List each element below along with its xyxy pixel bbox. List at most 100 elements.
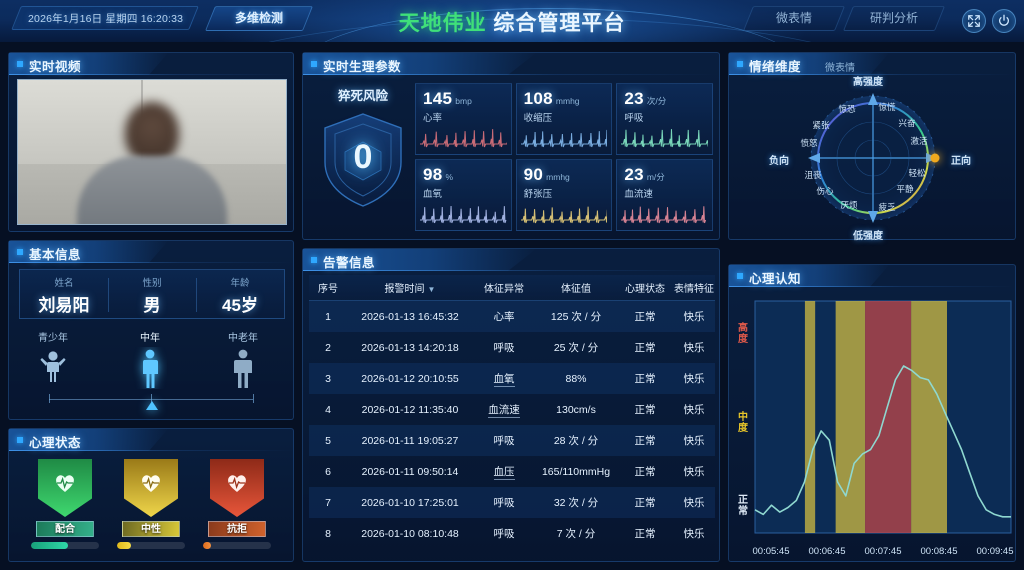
panel-title-emotion: 情绪维度 微表情 [729, 53, 1015, 75]
risk-label: 猝死风险 [337, 89, 388, 103]
vital-label: 呼吸 [624, 113, 644, 124]
fullscreen-icon[interactable] [962, 9, 986, 33]
cell-state: 正常 [634, 466, 656, 478]
sort-arrow-icon: ▼ [427, 285, 436, 294]
panel-subtitle-emotion: 微表情 [825, 63, 855, 74]
vital-card-systolic[interactable]: 108 mmhg 收缩压 [515, 83, 613, 155]
cell-sign: 血流速 [488, 404, 520, 418]
badge-neutral [124, 459, 178, 517]
vital-value: 145 [423, 89, 453, 108]
age-stage-youth[interactable]: 青少年 [13, 329, 93, 385]
col-header-no[interactable]: 序号 [318, 284, 338, 295]
subject-info-card: 姓名 刘易阳 性别 男 年龄 45岁 [19, 269, 285, 319]
cognition-plot [754, 300, 1012, 534]
cell-time: 2026-01-12 20:10:55 [361, 372, 459, 385]
cell-sign: 血氧 [493, 373, 515, 387]
age-marker [146, 401, 158, 410]
vital-unit: bmp [455, 96, 472, 106]
subject-body [77, 156, 227, 224]
field-gender: 性别 男 [108, 270, 196, 318]
table-row[interactable]: 1 2026-01-13 16:45:32 心率 125 次 / 分 正常 快乐 [309, 301, 715, 332]
power-icon[interactable] [992, 9, 1016, 33]
panel-title-alarm-info: 告警信息 [303, 249, 719, 271]
emotion-axis-top: 高强度 [853, 77, 883, 88]
cell-state: 正常 [634, 497, 656, 509]
table-row[interactable]: 4 2026-01-12 11:35:40 血流速 130cm/s 正常 快乐 [309, 394, 715, 425]
field-gender-label: 性别 [142, 278, 162, 289]
panel-title-cognition: 心理认知 [729, 265, 1015, 287]
emotion-axis-bottom: 低强度 [853, 231, 883, 242]
vital-waveform [621, 126, 708, 150]
cell-sign: 呼吸 [493, 342, 515, 354]
shield-icon: 0 [321, 112, 405, 208]
age-stage-senior-label: 中老年 [228, 333, 258, 344]
cognition-y-tick: 中 度 [738, 411, 748, 434]
cell-no: 7 [325, 496, 331, 509]
vital-label: 心率 [423, 113, 443, 124]
cell-sign: 呼吸 [493, 497, 515, 509]
emotion-word: 轻松 [908, 168, 926, 178]
vital-card-spo2[interactable]: 98% 血氧 [415, 159, 512, 231]
age-stage-senior[interactable]: 中老年 [203, 329, 283, 389]
vital-unit: % [445, 172, 454, 182]
vital-card-blood-flow[interactable]: 23 m/分 血流速 [616, 159, 713, 231]
cell-no: 3 [325, 372, 331, 385]
emotion-word: 厌烦 [840, 200, 858, 210]
table-row[interactable]: 2 2026-01-13 14:20:18 呼吸 25 次 / 分 正常 快乐 [309, 332, 715, 363]
cell-state: 正常 [634, 342, 656, 354]
psych-item-resistant[interactable]: 抗拒 [195, 459, 279, 549]
label-cooperative: 配合 [36, 521, 94, 537]
cognition-x-tick: 00:07:45 [864, 546, 902, 557]
vital-card-diastolic[interactable]: 90 mmhg 舒张压 [515, 159, 613, 231]
panel-bullet-icon [17, 61, 23, 67]
col-header-value[interactable]: 体征值 [561, 284, 591, 295]
app-title: 天地伟业 综合管理平台 [0, 7, 1024, 37]
panel-live-video: 实时视频 [8, 52, 294, 232]
cell-emotion: 快乐 [683, 435, 705, 447]
bar-resistant [203, 542, 271, 549]
vital-value: 23 [624, 165, 644, 184]
label-resistant: 抗拒 [208, 521, 266, 537]
panel-bullet-icon [311, 61, 317, 67]
sudden-death-risk: 猝死风险 0 [317, 85, 409, 208]
cognition-chart[interactable]: 高 度中 度正 常 00:05:45 00:06:45 00:07:45 00:08:… [729, 289, 1017, 563]
emotion-wheel[interactable]: 高强度 低强度 负向 正向 惊恐 惊慌 紧张 兴奋 愤怒 激活 沮丧 轻松 伤心 平静 厌烦 疲乏 [729, 75, 1017, 242]
col-header-sign[interactable]: 体征异常 [484, 284, 524, 295]
age-stage-youth-label: 青少年 [38, 333, 68, 344]
video-feed[interactable] [17, 79, 287, 225]
cell-sign: 呼吸 [493, 435, 515, 447]
vital-card-respiration[interactable]: 23 次/分 呼吸 [616, 83, 713, 155]
cognition-x-tick: 00:05:45 [752, 546, 790, 557]
cognition-y-tick: 正 常 [738, 495, 748, 518]
cell-no: 8 [325, 527, 331, 540]
emotion-word: 兴奋 [898, 118, 916, 128]
field-name-label: 姓名 [54, 278, 74, 289]
panel-psych-cognition: 心理认知 高 度中 度正 常 00:05:45 00:06:45 00:07:45 0… [728, 264, 1016, 562]
vital-card-heart-rate[interactable]: 145 bmp 心率 [415, 83, 512, 155]
table-header-row: 序号 报警时间 ▼ 体征异常 体征值 心理状态 表情特征 [309, 275, 715, 301]
table-row[interactable]: 8 2026-01-10 08:10:48 呼吸 7 次 / 分 正常 快乐 [309, 518, 715, 549]
table-row[interactable]: 3 2026-01-12 20:10:55 血氧 88% 正常 快乐 [309, 363, 715, 394]
table-row[interactable]: 7 2026-01-10 17:25:01 呼吸 32 次 / 分 正常 快乐 [309, 487, 715, 518]
cell-time: 2026-01-13 14:20:18 [361, 341, 459, 354]
emotion-axis-left: 负向 [769, 156, 789, 167]
field-age: 年龄 45岁 [196, 270, 284, 318]
age-stage-middle[interactable]: 中年 [110, 329, 190, 389]
vital-waveform [420, 126, 507, 150]
badge-resistant [210, 459, 264, 517]
heartbeat-icon [56, 475, 74, 492]
cell-emotion: 快乐 [683, 404, 705, 416]
vital-unit: m/分 [646, 172, 665, 182]
col-header-time[interactable]: 报警时间 ▼ [384, 284, 436, 295]
cell-time: 2026-01-10 08:10:48 [361, 527, 459, 540]
table-row[interactable]: 5 2026-01-11 19:05:27 呼吸 28 次 / 分 正常 快乐 [309, 425, 715, 456]
psych-item-neutral[interactable]: 中性 [109, 459, 193, 549]
col-header-state[interactable]: 心理状态 [625, 284, 665, 295]
alarm-table: 序号 报警时间 ▼ 体征异常 体征值 心理状态 表情特征 1 2026-01-13 … [309, 275, 715, 549]
psych-item-cooperative[interactable]: 配合 [23, 459, 107, 549]
cell-time: 2026-01-10 17:25:01 [361, 496, 459, 509]
emotion-axis-right: 正向 [951, 156, 971, 167]
col-header-emotion[interactable]: 表情特征 [674, 284, 714, 295]
risk-value: 0 [353, 138, 373, 176]
table-row[interactable]: 6 2026-01-11 09:50:14 血压 165/110mmHg 正常 快乐 [309, 456, 715, 487]
